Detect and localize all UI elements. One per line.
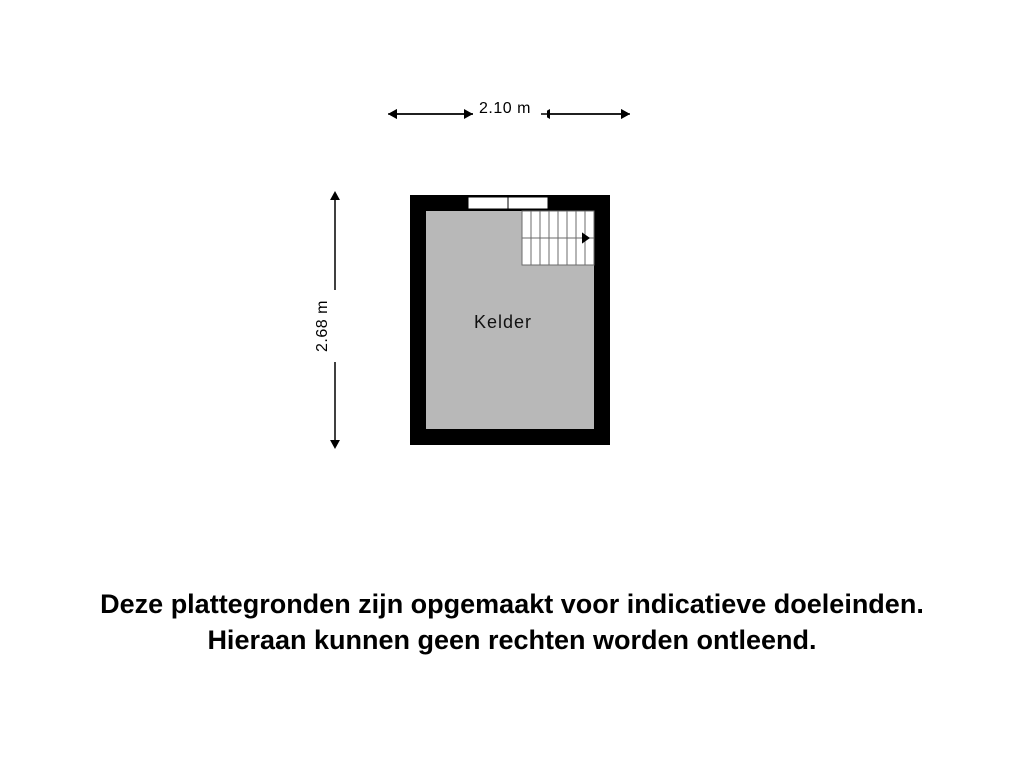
disclaimer-text: Deze plattegronden zijn opgemaakt voor i… <box>0 586 1024 659</box>
floorplan-canvas: 2.10 m 2.68 m Kelder Deze plattegronden … <box>0 0 1024 768</box>
disclaimer-line-1: Deze plattegronden zijn opgemaakt voor i… <box>100 589 924 619</box>
disclaimer-line-2: Hieraan kunnen geen rechten worden ontle… <box>207 625 816 655</box>
room-label-kelder: Kelder <box>474 312 532 333</box>
dimension-height-label: 2.68 m <box>314 300 332 352</box>
dimension-width-label: 2.10 m <box>479 100 531 118</box>
